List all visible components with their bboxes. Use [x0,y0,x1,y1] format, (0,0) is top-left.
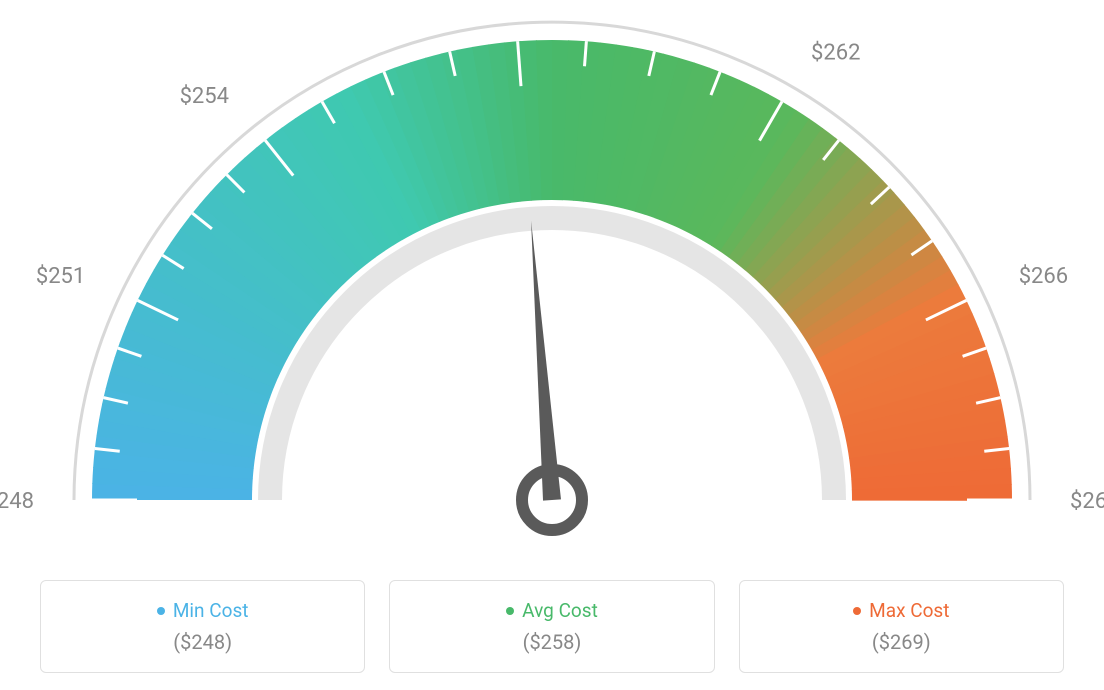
legend-value: ($258) [410,630,693,654]
tick-label: $269 [1070,489,1104,514]
legend-dot-icon [506,607,514,615]
legend-card: Avg Cost ($258) [389,580,714,673]
legend-card: Min Cost ($248) [40,580,365,673]
legend-dot-icon [157,607,165,615]
gauge-chart: $248$251$254$258$262$266$269 [0,0,1104,560]
tick-label: $251 [36,264,85,289]
tick-label: $254 [180,84,229,109]
tick-label: $248 [0,489,34,514]
legend-label: Avg Cost [522,599,598,622]
legend-card: Max Cost ($269) [739,580,1064,673]
legend-title: Min Cost [61,599,344,622]
legend-title: Avg Cost [410,599,693,622]
gauge-needle [531,221,561,501]
legend: Min Cost ($248) Avg Cost ($258) Max Cost ($26… [40,580,1064,673]
tick-label: $262 [811,40,860,65]
legend-value: ($248) [61,630,344,654]
legend-title: Max Cost [760,599,1043,622]
legend-label: Min Cost [173,599,249,622]
legend-value: ($269) [760,630,1043,654]
tick-label: $266 [1019,264,1068,289]
gauge-svg: $248$251$254$258$262$266$269 [0,0,1104,560]
legend-dot-icon [853,607,861,615]
legend-label: Max Cost [869,599,949,622]
